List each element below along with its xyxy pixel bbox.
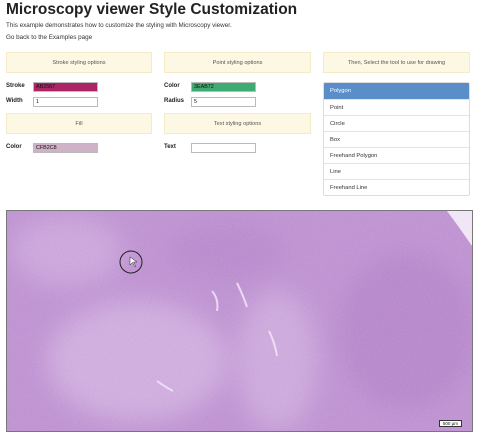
text-styling-panel: Text styling options bbox=[164, 113, 311, 134]
fill-styling-panel: Fill bbox=[6, 113, 152, 134]
point-radius-input[interactable] bbox=[191, 97, 256, 107]
tool-item-box[interactable]: Box bbox=[324, 131, 469, 147]
back-to-examples-link[interactable]: Go back to the Examples page bbox=[6, 34, 93, 41]
fill-styling-heading: Fill bbox=[75, 120, 83, 127]
tool-selection-panel: Then, Select the tool to use for drawing bbox=[323, 52, 470, 73]
tissue-image bbox=[7, 211, 472, 431]
tool-item-point[interactable]: Point bbox=[324, 99, 469, 115]
stroke-styling-panel: Stroke styling options bbox=[6, 52, 152, 73]
tool-item-circle[interactable]: Circle bbox=[324, 115, 469, 131]
stroke-color-label: Stroke bbox=[6, 83, 25, 89]
point-color-input[interactable] bbox=[191, 82, 256, 92]
tool-list: Polygon Point Circle Box Freehand Polygon Lin… bbox=[323, 82, 470, 196]
scale-bar: 500 µm bbox=[438, 420, 462, 427]
point-color-label: Color bbox=[164, 83, 180, 89]
tool-item-freehand-polygon[interactable]: Freehand Polygon bbox=[324, 147, 469, 163]
fill-color-input[interactable] bbox=[33, 143, 98, 153]
drawn-circle-annotation[interactable] bbox=[119, 250, 143, 274]
fill-color-label: Color bbox=[6, 144, 22, 150]
text-styling-heading: Text styling options bbox=[213, 120, 262, 127]
mouse-cursor-icon bbox=[129, 256, 138, 268]
slide-viewer[interactable]: 500 µm bbox=[6, 210, 473, 432]
text-label: Text bbox=[164, 144, 176, 150]
slide-background-region bbox=[447, 211, 472, 247]
stroke-styling-heading: Stroke styling options bbox=[52, 59, 106, 66]
stroke-color-input[interactable] bbox=[33, 82, 98, 92]
text-input[interactable] bbox=[191, 143, 256, 153]
stroke-width-input[interactable] bbox=[33, 97, 98, 107]
point-styling-heading: Point styling options bbox=[212, 59, 263, 66]
stroke-width-label: Width bbox=[6, 98, 23, 104]
tool-item-freehand-line[interactable]: Freehand Line bbox=[324, 179, 469, 195]
tool-item-polygon[interactable]: Polygon bbox=[324, 83, 469, 99]
tool-item-line[interactable]: Line bbox=[324, 163, 469, 179]
page-description: This example demonstrates how to customi… bbox=[6, 22, 232, 29]
point-radius-label: Radius bbox=[164, 98, 185, 104]
page-title: Microscopy viewer Style Customization bbox=[6, 1, 298, 18]
tool-selection-heading: Then, Select the tool to use for drawing bbox=[347, 59, 446, 66]
point-styling-panel: Point styling options bbox=[164, 52, 311, 73]
